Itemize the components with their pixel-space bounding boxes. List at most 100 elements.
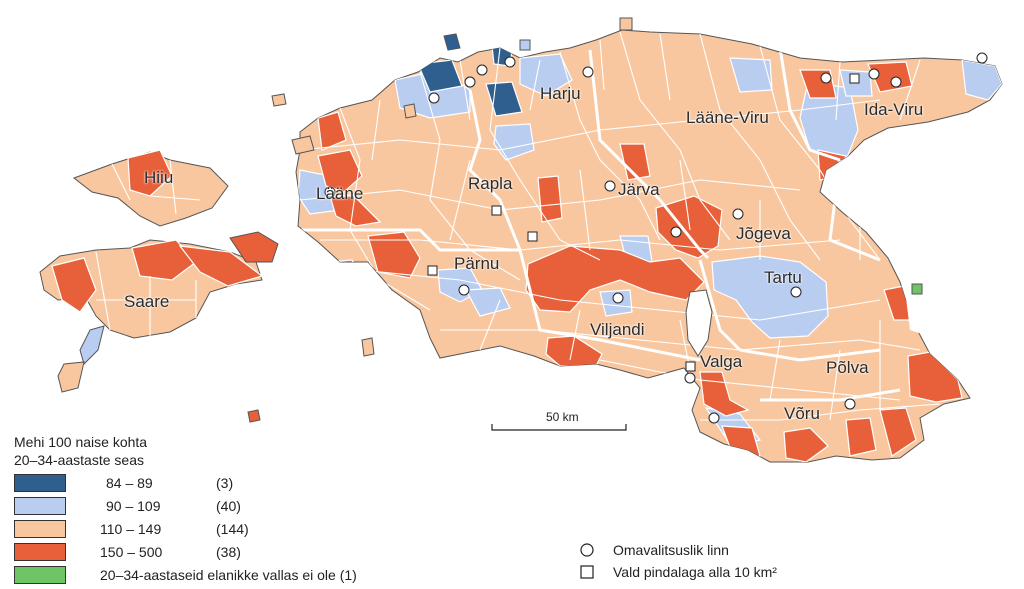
legend-range: 110 – 149 [100,521,162,537]
legend-count: (40) [216,498,241,514]
mun-laane-s [329,195,382,227]
town-circle-icon [844,398,856,410]
symbol-row-town: Omavalitsuslik linn [575,542,935,562]
town-circle-icon [976,52,988,64]
region-label-ida-viru: Ida-Viru [864,100,924,119]
island-naissaar [403,103,417,119]
island-piirissaar [911,283,923,295]
legend-class-row: 150 – 500 (38) [14,543,484,563]
mun-voru-e [879,407,917,457]
region-label-harju: Harju [540,84,581,103]
town-markers [324,52,988,424]
circle-icon [580,543,594,557]
legend-swatch-peach [14,520,66,538]
town-circle-icon [790,286,802,298]
scale-bar-label: 50 km [546,410,579,424]
mun-parnu-w [367,231,421,279]
region-label-hiiu: Hiiu [144,168,174,187]
parish-markers [427,73,860,372]
legend-swatch-orange [14,543,66,561]
parish-square-icon [685,361,696,372]
region-label-polva: Põlva [826,358,869,377]
legend-title-line1: Mehi 100 naise kohta [14,434,148,450]
mun-jogeva-w [655,195,723,259]
region-label-laane: Lääne [316,184,364,203]
town-circle-icon [582,66,594,78]
town-circle-icon [324,186,336,198]
island-saaremaa [39,231,279,393]
mun-voru-w [783,427,829,462]
region-label-viljandi: Viljandi [590,320,645,339]
island-vormsi [291,135,315,155]
legend-count: (3) [216,475,234,491]
scale-bar [491,424,627,431]
lake-peipus [900,240,960,340]
legend-range: 84 – 89 [106,475,153,491]
island-ruhnu [247,409,261,423]
mun-narva [867,61,913,93]
town-circle-icon [428,92,440,104]
mun-laane-c [317,149,363,193]
parish-square-icon [491,205,502,216]
region-label-rapla: Rapla [468,174,513,193]
legend-swatch-dark-blue [14,474,66,492]
legend-no-data-row: 20–34-aastaseid elanikke vallas ei ole (… [14,566,484,586]
mun-parnu-city [465,287,511,317]
region-label-valga: Valga [700,352,743,371]
island-kihnu [361,337,375,357]
legend-range: 90 – 109 [106,498,161,514]
legend-swatch-green [14,566,66,584]
mun-tartu [711,255,829,339]
legend-range: 150 – 500 [100,544,163,560]
symbol-label: Omavalitsuslik linn [613,542,729,558]
legend-class-row: 110 – 149 (144) [14,520,484,540]
town-circle-icon [868,68,880,80]
region-label-jarva: Järva [618,180,660,199]
island-small-gulf [619,17,633,31]
parish-square-icon [427,265,438,276]
parish-square-icon [849,73,860,84]
mun-tallinn-south [493,123,535,161]
town-circle-icon [458,284,470,296]
mun-parnu-sw [329,259,369,319]
town-circle-icon [708,412,720,424]
legend-count: (38) [216,544,241,560]
mun-voru-c [845,417,877,457]
square-icon [580,565,594,579]
region-label-tartu: Tartu [764,268,802,287]
mun-harju-east [519,53,573,97]
town-circle-icon [612,292,624,304]
island-hiiumaa [72,149,229,227]
town-circle-icon [732,208,744,220]
legend-no-data-label: 20–34-aastaseid elanikke vallas ei ole (… [100,567,357,583]
legend-title-line2: 20–34-aastaste seas [14,452,144,468]
island-small-nw [271,93,287,107]
legend-count: (144) [216,521,249,537]
town-circle-icon [670,226,682,238]
symbol-row-parish: Vald pindalaga alla 10 km² [575,564,935,584]
lake-vortsjarv [685,289,713,357]
town-circle-icon [604,180,616,192]
town-circle-icon [476,64,488,76]
legend-class-row: 90 – 109 (40) [14,497,484,517]
mun-tallinn [417,59,463,93]
parish-square-icon [527,231,538,242]
symbol-label: Vald pindalaga alla 10 km² [613,564,777,580]
island-aegna [519,39,531,51]
mun-rapla-e [537,175,563,223]
legend-class-row: 84 – 89 (3) [14,474,484,494]
region-label-parnu: Pärnu [454,254,500,273]
mun-ida-viru-e [961,59,1002,101]
legend-swatch-light-blue [14,497,66,515]
town-circle-icon [504,56,516,68]
region-label-saare: Saare [124,292,170,311]
mun-laane-n [317,111,347,151]
town-circle-icon [464,76,476,88]
mun-jarva-n [619,143,651,181]
mun-viljandi-n [525,245,705,313]
town-circle-icon [890,76,902,88]
town-circle-icon [820,72,832,84]
mun-valga-s [699,371,750,417]
region-label-jogeva: Jõgeva [736,224,791,243]
